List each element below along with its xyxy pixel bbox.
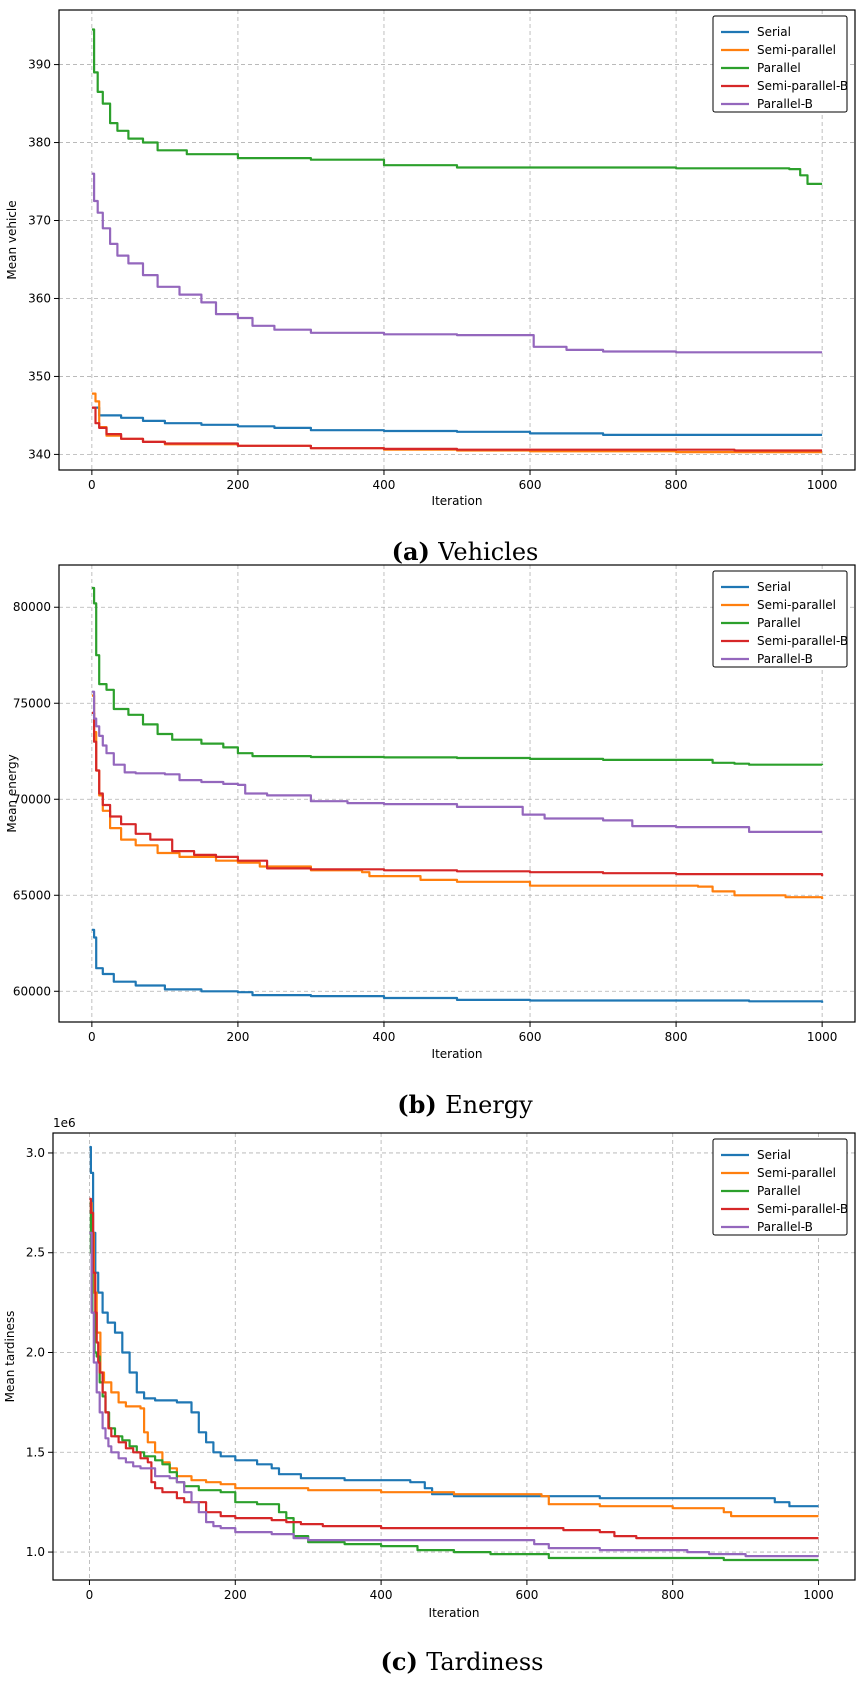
series-line-parallel xyxy=(91,586,824,766)
y-tick-label: 390 xyxy=(28,58,51,72)
series-group xyxy=(91,586,824,1003)
y-tick-label: 3.0 xyxy=(26,1146,45,1160)
y-tick-label: 2.0 xyxy=(26,1346,45,1360)
legend: Serial Semi-parallel Parallel Semi-parallel… xyxy=(712,1138,848,1236)
y-tick-label: 360 xyxy=(28,291,51,305)
legend-label-semi-parallel: Semi-parallel xyxy=(757,1166,836,1180)
legend-label-parallel: Parallel xyxy=(757,61,801,75)
legend-label-serial: Serial xyxy=(757,580,791,594)
x-tick-label: 200 xyxy=(226,1030,249,1044)
panel-caption: (c) Tardiness xyxy=(381,1647,544,1676)
x-tick-label: 600 xyxy=(519,478,542,492)
series-line-semi-parallel xyxy=(91,694,824,900)
series-line-serial xyxy=(91,928,824,1003)
chart-panel-energy: 0 200 400 600 800 1000 60000 65000 70000 75000 800… xyxy=(5,564,856,1119)
y-tick-label: 340 xyxy=(28,447,51,461)
legend: Serial Semi-parallel Parallel Semi-parallel… xyxy=(712,570,848,668)
chart-panel-vehicles: 0 200 400 600 800 1000 340 350 360 370 380 390 Itera… xyxy=(5,9,856,566)
x-tick-label: 200 xyxy=(226,478,249,492)
legend-box xyxy=(712,1138,848,1236)
series-line-semi-parallel xyxy=(89,1201,819,1518)
y-axis-label: Mean energy xyxy=(5,754,19,832)
caption-letter: (a) xyxy=(392,537,439,566)
caption-letter: (b) xyxy=(397,1090,445,1119)
legend-box xyxy=(712,15,848,113)
x-tick-label: 800 xyxy=(665,478,688,492)
legend-label-parallel-b: Parallel-B xyxy=(757,652,813,666)
plot-frame xyxy=(58,9,856,471)
x-tick-label: 1000 xyxy=(807,478,838,492)
legend-label-parallel-b: Parallel-B xyxy=(757,1220,813,1234)
series-line-parallel xyxy=(91,28,823,185)
legend-label-semi-parallel: Semi-parallel xyxy=(757,43,836,57)
plot-frame xyxy=(52,1132,856,1581)
x-tick-label: 400 xyxy=(373,478,396,492)
series-group xyxy=(91,28,823,454)
panel-caption: (b) Energy xyxy=(397,1090,533,1119)
y-tick-label: 80000 xyxy=(13,600,51,614)
caption-letter: (c) xyxy=(381,1647,427,1676)
caption-text: Energy xyxy=(445,1091,533,1119)
x-tick-label: 400 xyxy=(373,1030,396,1044)
x-tick-label: 800 xyxy=(665,1030,688,1044)
y-tick-label: 380 xyxy=(28,136,51,150)
series-line-semi-parallel-b xyxy=(91,406,823,452)
x-tick-label: 1000 xyxy=(807,1030,838,1044)
x-tick-label: 200 xyxy=(224,1588,247,1602)
legend-label-semi-parallel-b: Semi-parallel-B xyxy=(757,79,848,93)
series-line-semi-parallel-b xyxy=(91,711,824,877)
legend-label-parallel: Parallel xyxy=(757,616,801,630)
legend-label-semi-parallel-b: Semi-parallel-B xyxy=(757,1202,848,1216)
x-tick-label: 0 xyxy=(88,1030,96,1044)
series-line-semi-parallel-b xyxy=(89,1197,819,1540)
y-tick-label: 1.0 xyxy=(26,1545,45,1559)
legend: Serial Semi-parallel Parallel Semi-parallel… xyxy=(712,15,848,113)
legend-label-parallel-b: Parallel-B xyxy=(757,97,813,111)
plot-frame xyxy=(58,564,856,1023)
x-axis-label: Iteration xyxy=(432,1047,483,1061)
series-line-serial xyxy=(91,406,823,436)
y-tick-label: 2.5 xyxy=(26,1246,45,1260)
y-tick-label: 75000 xyxy=(13,696,51,710)
x-tick-label: 0 xyxy=(86,1588,94,1602)
caption-text: Vehicles xyxy=(437,538,538,566)
legend-box xyxy=(712,570,848,668)
series-line-parallel-b xyxy=(91,690,823,833)
x-tick-label: 600 xyxy=(519,1030,542,1044)
x-axis-label: Iteration xyxy=(432,494,483,508)
x-tick-label: 800 xyxy=(661,1588,684,1602)
series-line-parallel-b xyxy=(89,1231,819,1558)
y-tick-label: 60000 xyxy=(13,984,51,998)
legend-label-semi-parallel: Semi-parallel xyxy=(757,598,836,612)
y-axis-label: Mean tardiness xyxy=(3,1311,17,1403)
y-tick-label: 370 xyxy=(28,214,51,228)
y-offset-label: 1e6 xyxy=(53,1116,76,1130)
x-axis-label: Iteration xyxy=(429,1606,480,1620)
x-tick-label: 1000 xyxy=(803,1588,834,1602)
legend-label-parallel: Parallel xyxy=(757,1184,801,1198)
y-tick-label: 70000 xyxy=(13,792,51,806)
x-tick-label: 400 xyxy=(370,1588,393,1602)
chart-panel-tardiness: 0 200 400 600 800 1000 1.0 1.5 2.0 2.5 3.0 1e6 Itera… xyxy=(3,1116,856,1676)
y-tick-label: 65000 xyxy=(13,888,51,902)
series-group xyxy=(89,1145,819,1562)
y-tick-label: 1.5 xyxy=(26,1445,45,1459)
panel-caption: (a) Vehicles xyxy=(392,537,539,566)
legend-label-serial: Serial xyxy=(757,1148,791,1162)
y-tick-label: 350 xyxy=(28,369,51,383)
series-line-parallel-b xyxy=(91,172,823,354)
x-tick-label: 0 xyxy=(88,478,96,492)
x-tick-label: 600 xyxy=(515,1588,538,1602)
caption-text: Tardiness xyxy=(426,1648,543,1676)
legend-label-semi-parallel-b: Semi-parallel-B xyxy=(757,634,848,648)
y-axis-label: Mean vehicle xyxy=(5,200,19,279)
legend-label-serial: Serial xyxy=(757,25,791,39)
